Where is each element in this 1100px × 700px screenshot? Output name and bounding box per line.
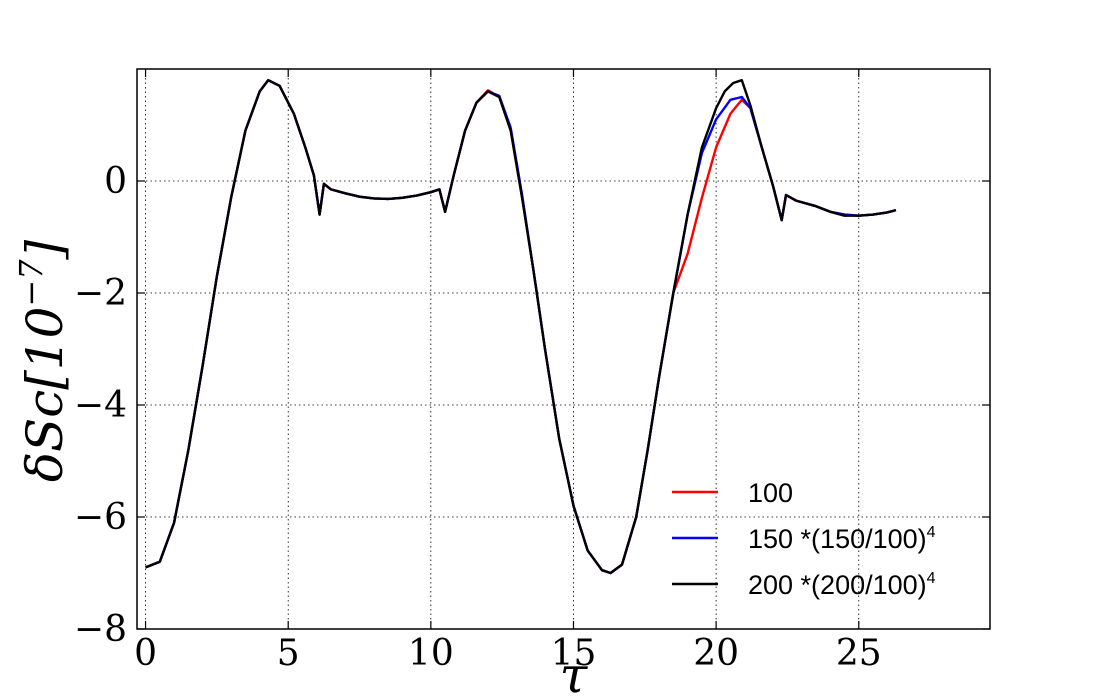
y-axis-label-main: δSc[10 <box>16 307 74 483</box>
y-tick-label: 0 <box>104 161 127 202</box>
axis-ticks: 0 5 10 15 20 25 0 −2 −4 −6 −8 <box>74 69 990 674</box>
x-tick-label: 20 <box>693 633 739 674</box>
y-axis-label-exponent: −7 <box>12 259 50 307</box>
legend-label-1: 100 <box>748 478 793 508</box>
y-tick-label: −2 <box>74 273 127 314</box>
y-axis-label: δSc[10−7] <box>12 239 74 482</box>
x-tick-label: 0 <box>134 633 157 674</box>
x-tick-label: 10 <box>408 633 454 674</box>
y-tick-label: −4 <box>74 385 127 426</box>
series-lines <box>145 79 897 575</box>
grid-lines <box>137 69 990 630</box>
legend-label-3: 200 *(200/100)4 <box>748 570 936 600</box>
x-tick-label: 5 <box>277 633 300 674</box>
y-tick-label: −6 <box>74 497 127 538</box>
legend: 100 150 *(150/100)4 200 *(200/100)4 <box>672 478 936 600</box>
legend-label-2: 150 *(150/100)4 <box>748 524 936 554</box>
x-axis-label: τ <box>560 646 589 700</box>
series-line-3 <box>145 79 897 575</box>
plot-frame <box>136 68 991 630</box>
y-axis-label-close: ] <box>16 239 74 260</box>
y-tick-label: −8 <box>74 609 127 650</box>
x-tick-label: 25 <box>836 633 882 674</box>
x-tick-label: 15 <box>551 633 597 674</box>
